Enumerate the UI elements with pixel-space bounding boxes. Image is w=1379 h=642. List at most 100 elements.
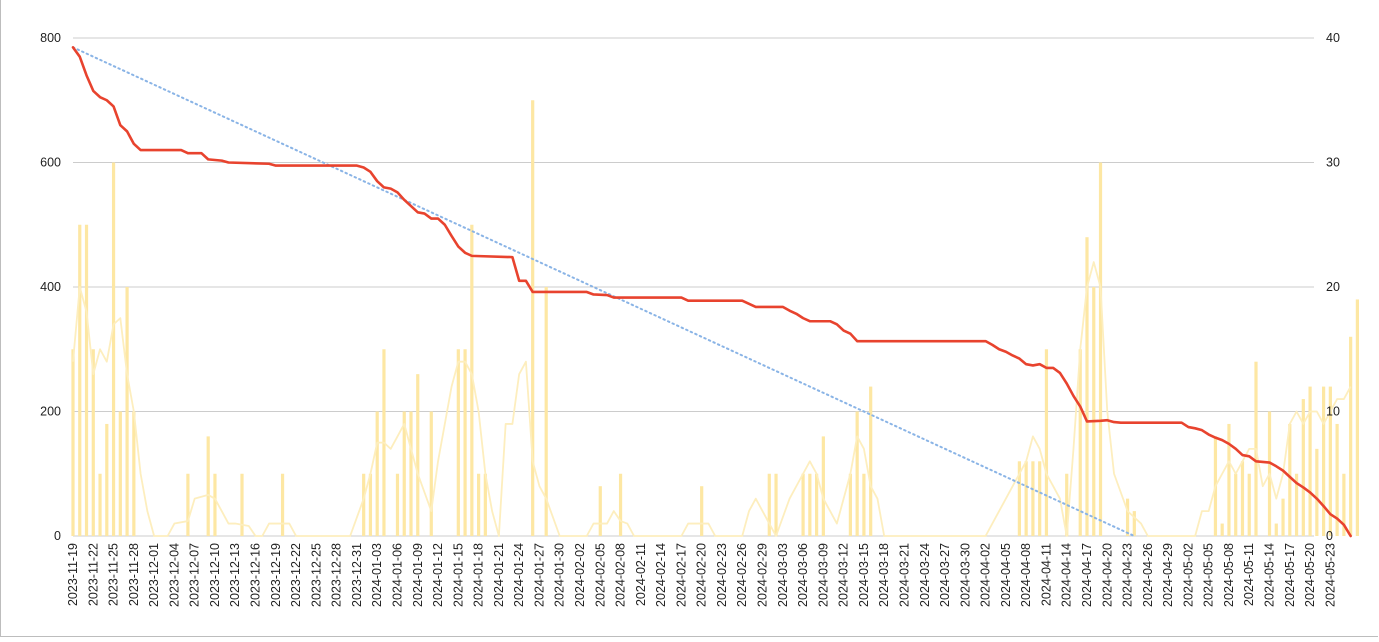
x-tick-label: 2024-02-11 xyxy=(634,543,648,606)
x-tick-label: 2024-02-17 xyxy=(674,543,688,607)
x-tick-label: 2024-01-27 xyxy=(532,543,546,607)
x-tick-label: 2023-12-19 xyxy=(269,543,283,607)
daily-bar xyxy=(105,423,109,536)
x-tick-label: 2024-01-09 xyxy=(411,543,425,607)
x-tick-label: 2024-04-14 xyxy=(1060,543,1074,607)
daily-bar xyxy=(1017,461,1021,536)
daily-bar xyxy=(618,473,623,536)
daily-bar xyxy=(470,224,474,536)
daily-bar xyxy=(395,473,400,536)
daily-bar xyxy=(1234,473,1238,536)
daily-bar xyxy=(416,374,420,536)
daily-bars xyxy=(71,100,1359,536)
daily-bar xyxy=(1031,461,1035,536)
daily-bar xyxy=(1092,287,1096,536)
daily-bar xyxy=(1342,473,1346,536)
y-right-tick-label: 0 xyxy=(1326,529,1333,543)
x-tick-label: 2024-04-02 xyxy=(979,543,993,607)
x-tick-label: 2023-12-01 xyxy=(147,543,161,607)
daily-bar xyxy=(1098,162,1103,536)
x-tick-label: 2024-01-03 xyxy=(370,543,384,607)
x-tick-label: 2023-11-19 xyxy=(66,543,80,606)
x-tick-label: 2024-04-29 xyxy=(1161,543,1175,607)
daily-bar xyxy=(84,224,89,536)
x-tick-label: 2023-12-10 xyxy=(208,543,222,607)
x-tick-label: 2023-12-25 xyxy=(309,543,323,607)
daily-bar xyxy=(280,473,285,536)
x-tick-label: 2024-01-24 xyxy=(512,543,526,607)
y-right-tick-label: 30 xyxy=(1326,156,1340,170)
daily-bar xyxy=(1132,511,1136,536)
daily-bar xyxy=(91,349,95,536)
ideal-burndown-line xyxy=(72,46,1136,537)
daily-bar xyxy=(1308,386,1312,536)
x-tick-label: 2024-03-12 xyxy=(837,543,851,607)
x-tick-label: 2024-03-18 xyxy=(877,543,891,607)
daily-bar xyxy=(375,411,379,536)
y-left-tick-label: 0 xyxy=(54,529,61,543)
x-tick-label: 2024-04-17 xyxy=(1080,543,1094,607)
daily-bar xyxy=(429,411,433,536)
x-tick-label: 2024-05-23 xyxy=(1323,543,1337,607)
daily-bar xyxy=(111,162,116,536)
y-right-tick-label: 20 xyxy=(1326,280,1340,294)
daily-bar xyxy=(1220,523,1224,536)
x-tick-label: 2024-01-18 xyxy=(472,543,486,607)
x-tick-label: 2023-12-16 xyxy=(249,543,263,607)
y-left-tick-label: 400 xyxy=(40,280,61,294)
daily-bar xyxy=(463,349,467,536)
x-tick-label: 2024-02-14 xyxy=(654,543,668,607)
x-axis-labels: 2023-11-19 2023-11-22 2023-11-25 2023-11-28… xyxy=(66,543,1337,607)
daily-bar xyxy=(1240,461,1245,536)
daily-bar xyxy=(598,486,602,536)
daily-bar xyxy=(801,473,805,536)
daily-bar xyxy=(240,473,244,536)
y-left-tick-label: 600 xyxy=(40,156,61,170)
x-tick-label: 2024-05-05 xyxy=(1202,543,1216,607)
x-tick-label: 2023-12-13 xyxy=(228,543,242,607)
x-tick-label: 2024-05-14 xyxy=(1263,543,1277,607)
x-tick-label: 2024-05-20 xyxy=(1303,543,1317,607)
daily-bar xyxy=(402,411,406,536)
x-tick-label: 2023-12-31 xyxy=(350,543,364,607)
x-tick-label: 2023-12-07 xyxy=(188,543,202,607)
daily-bar xyxy=(808,473,812,536)
daily-bar xyxy=(1288,423,1292,536)
grid-lines xyxy=(73,37,1314,537)
daily-bar xyxy=(855,411,859,536)
daily-bar xyxy=(362,473,366,536)
daily-bar xyxy=(78,224,82,536)
daily-bar xyxy=(409,411,413,536)
daily-bar xyxy=(213,473,217,536)
daily-bar xyxy=(1247,473,1251,536)
daily-bar xyxy=(1301,399,1305,536)
x-tick-label: 2024-02-29 xyxy=(756,543,770,607)
remaining-line xyxy=(71,46,1352,538)
daily-bar xyxy=(1322,386,1326,536)
x-tick-label: 2024-05-11 xyxy=(1242,543,1256,606)
x-tick-label: 2024-02-20 xyxy=(695,543,709,607)
daily-bar xyxy=(848,473,852,536)
y-right-tick-label: 10 xyxy=(1326,405,1340,419)
daily-bar xyxy=(98,473,102,536)
daily-bar xyxy=(483,473,487,536)
x-tick-label: 2024-05-08 xyxy=(1222,543,1236,607)
x-tick-label: 2023-11-28 xyxy=(127,543,141,606)
daily-bar xyxy=(821,436,825,536)
x-tick-label: 2024-04-11 xyxy=(1039,543,1053,606)
remaining-series-line xyxy=(71,46,1352,538)
daily-bar xyxy=(700,486,704,536)
x-tick-label: 2024-05-17 xyxy=(1283,543,1297,607)
daily-bar xyxy=(869,386,873,536)
x-tick-label: 2024-04-20 xyxy=(1100,543,1114,607)
daily-bar xyxy=(1125,498,1130,536)
x-tick-label: 2024-03-15 xyxy=(857,543,871,607)
x-tick-label: 2024-03-24 xyxy=(918,543,932,607)
daily-average-series-line xyxy=(72,261,1352,537)
daily-bar xyxy=(1315,448,1319,536)
x-tick-label: 2023-11-25 xyxy=(107,543,121,606)
daily-bar xyxy=(1328,386,1332,536)
x-tick-label: 2023-12-04 xyxy=(167,543,181,607)
